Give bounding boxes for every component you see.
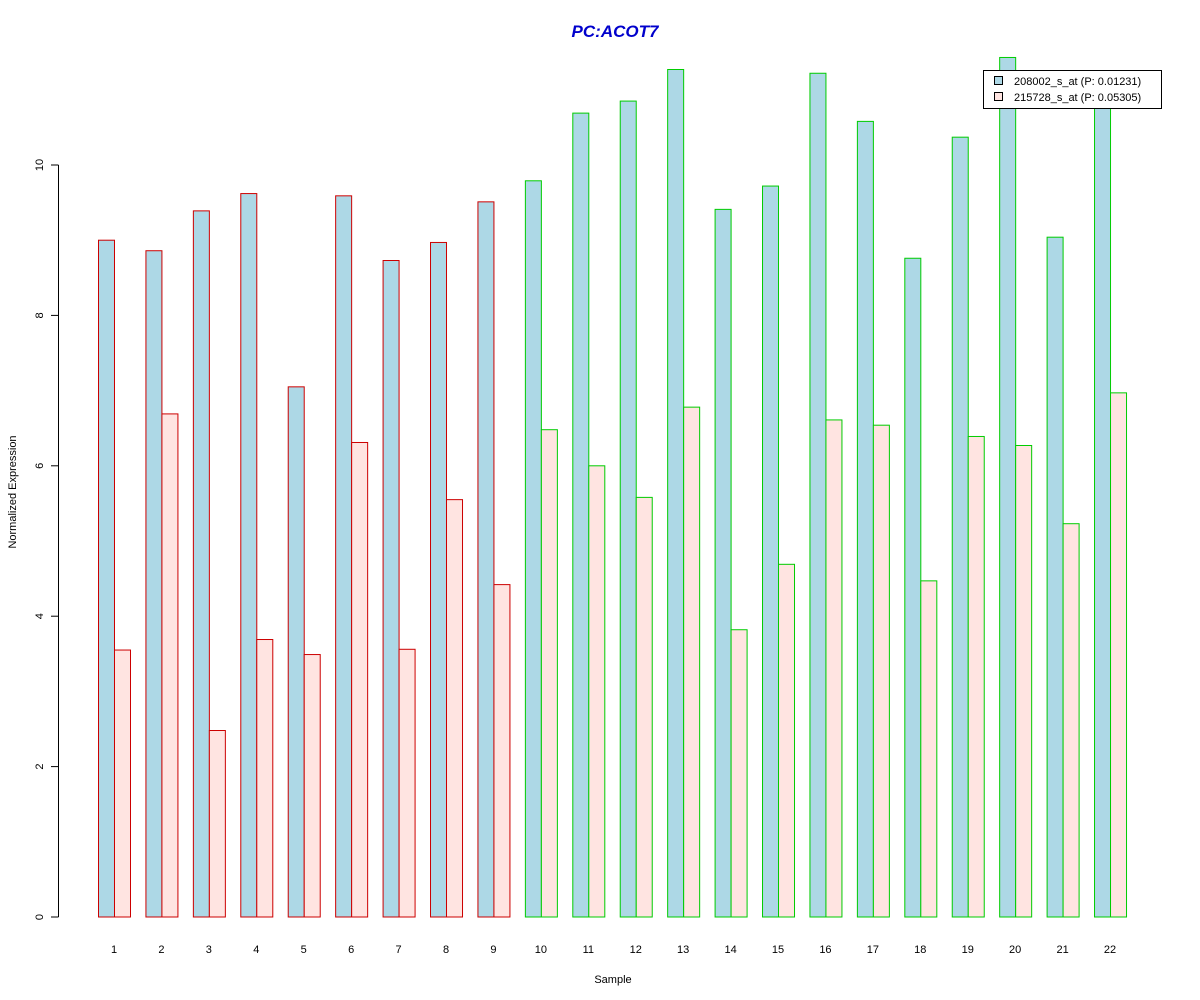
x-tick-label: 18 [914,944,926,956]
x-tick-label: 10 [535,944,547,956]
y-tick-label: 0 [34,914,46,920]
legend-swatch-1 [994,76,1003,85]
bar-1-sample-11 [572,112,590,918]
bar-2-sample-2 [161,413,179,918]
y-tick-label: 10 [34,159,46,171]
bar-2-sample-11 [588,465,606,918]
bar-1-sample-7 [382,260,400,918]
y-tick-label: 6 [34,463,46,469]
bar-2-sample-20 [1015,444,1033,918]
y-tick-label: 4 [34,613,46,619]
bar-2-sample-16 [825,419,843,918]
bar-1-sample-15 [762,185,780,918]
x-tick-label: 17 [867,944,879,956]
x-tick-label: 2 [158,944,164,956]
bar-2-sample-7 [398,648,416,918]
bar-2-sample-17 [872,424,890,918]
bar-1-sample-20 [999,56,1017,918]
chart-title: PC:ACOT7 [572,22,660,41]
bar-1-sample-5 [287,386,305,918]
x-tick-label: 14 [724,944,736,956]
x-tick-label: 11 [583,944,594,956]
bar-1-sample-10 [524,180,542,918]
y-axis: 0 2 4 6 8 10 [34,159,59,920]
bar-1-sample-14 [714,208,732,918]
x-tick-label: 12 [630,944,642,956]
bar-1-sample-17 [856,120,874,918]
bar-2-sample-21 [1062,523,1080,918]
plot-area [98,56,1128,918]
bar-2-sample-1 [114,649,131,918]
bar-1-sample-21 [1046,236,1064,918]
bar-2-sample-3 [208,730,226,918]
bar-1-sample-3 [192,210,210,918]
x-tick-label: 16 [819,944,831,956]
legend-label-2: 215728_s_at (P: 0.05305) [1014,92,1141,104]
bar-1-sample-13 [667,68,685,918]
x-tick-label: 19 [962,944,974,956]
bar-1-sample-12 [619,100,637,918]
bar-2-sample-5 [303,654,321,918]
bar-1-sample-19 [951,136,969,918]
bar-2-sample-9 [493,584,511,918]
bar-1-sample-9 [477,201,495,918]
x-tick-label: 1 [111,944,117,956]
bar-1-sample-22 [1094,96,1112,918]
x-tick-label: 5 [301,944,307,956]
bar-2-sample-19 [967,435,985,918]
x-tick-label: 9 [490,944,496,956]
x-tick-label: 20 [1009,944,1021,956]
y-tick-label: 2 [34,764,46,770]
bar-2-sample-15 [778,563,796,918]
x-tick-label: 22 [1104,944,1116,956]
x-tick-label: 8 [443,944,449,956]
bar-2-sample-10 [540,429,558,918]
bar-2-sample-8 [446,499,464,918]
bar-1-sample-2 [145,250,163,918]
bar-1-sample-18 [904,257,922,918]
bar-1-sample-4 [240,193,258,918]
bar-2-sample-13 [683,406,701,918]
bar-2-sample-18 [920,580,938,918]
bar-1-sample-6 [335,195,353,918]
bar-1-sample-8 [430,241,448,918]
x-tick-label: 7 [396,944,402,956]
y-tick-label: 8 [34,312,46,318]
x-tick-label: 15 [772,944,784,956]
legend-label-1: 208002_s_at (P: 0.01231) [1014,76,1141,88]
bar-1-sample-1 [98,239,115,918]
legend: 208002_s_at (P: 0.01231) 215728_s_at (P: … [983,70,1162,109]
x-axis: 1 2 3 4 5 6 7 8 9 10 11 12 13 14 15 16 17 18 19 20 21 22 [111,944,1116,956]
bar-1-sample-16 [809,72,827,918]
bar-2-sample-4 [256,639,274,918]
bar-2-sample-14 [730,629,748,918]
legend-box [983,70,1162,109]
x-axis-label: Sample [594,974,631,986]
x-tick-label: 21 [1056,944,1068,956]
x-tick-label: 3 [206,944,212,956]
bar-2-sample-12 [635,496,653,918]
y-axis-label: Normalized Expression [7,435,19,548]
bar-2-sample-6 [351,441,369,918]
x-tick-label: 6 [348,944,354,956]
legend-swatch-2 [994,92,1003,101]
bar-2-sample-22 [1110,392,1128,918]
x-tick-label: 4 [253,944,259,956]
x-tick-label: 13 [677,944,689,956]
